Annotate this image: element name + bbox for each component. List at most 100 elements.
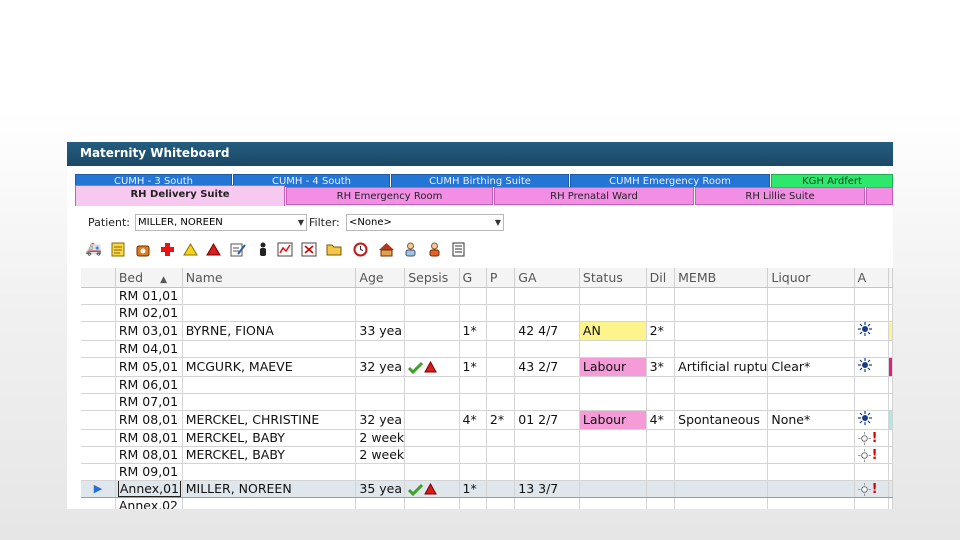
tab-cumh-birthing-suite[interactable]: CUMH Birthing Suite (391, 174, 569, 187)
cell-bed[interactable]: RM 08,01 (115, 446, 183, 464)
cell-age[interactable]: 33 yea (355, 321, 406, 341)
cell-name[interactable] (182, 463, 357, 481)
cell-p[interactable] (486, 463, 516, 481)
cell-bed[interactable]: RM 06,01 (115, 376, 183, 394)
cell-g[interactable] (459, 429, 487, 447)
cell-status[interactable] (579, 287, 647, 305)
cell-sepsis[interactable] (404, 357, 460, 377)
cell-name[interactable]: MERCKEL, CHRISTINE (182, 410, 357, 430)
cell-bed[interactable]: RM 08,01 (115, 410, 183, 430)
column-header-age[interactable]: Age (355, 268, 406, 288)
cell-liquor[interactable] (767, 340, 855, 358)
cell-bed[interactable]: RM 09,01 (115, 463, 183, 481)
cell-ga[interactable] (514, 376, 580, 394)
cell-name[interactable] (182, 376, 357, 394)
cell-bed[interactable]: RM 05,01 (115, 357, 183, 377)
cell-age[interactable] (355, 376, 406, 394)
note-icon[interactable] (109, 240, 127, 258)
cell-memb[interactable] (674, 304, 769, 322)
cell-name[interactable]: BYRNE, FIONA (182, 321, 357, 341)
cell-g[interactable]: 1* (459, 480, 487, 498)
table-row[interactable]: RM 02,01 (81, 304, 893, 322)
cell-age[interactable]: 35 yea (355, 480, 406, 498)
cell-sepsis[interactable] (404, 463, 460, 481)
cell-status[interactable] (579, 463, 647, 481)
cell-status[interactable] (579, 376, 647, 394)
column-header-bed[interactable]: Bed ▲ (115, 268, 183, 288)
cell-a[interactable] (854, 321, 889, 341)
cell-p[interactable]: 2* (486, 410, 516, 430)
cell-a[interactable] (854, 393, 889, 411)
cell-memb[interactable] (674, 497, 769, 509)
cell-sepsis[interactable] (404, 304, 460, 322)
cell-liquor[interactable] (767, 321, 855, 341)
cell-liquor[interactable] (767, 480, 855, 498)
cell-liquor[interactable] (767, 376, 855, 394)
cell-sepsis[interactable] (404, 480, 460, 498)
cell-name[interactable]: MERCKEL, BABY (182, 429, 357, 447)
cell-g[interactable] (459, 376, 487, 394)
cell-liquor[interactable] (767, 463, 855, 481)
cell-sepsis[interactable] (404, 376, 460, 394)
cell-age[interactable]: 32 yea (355, 357, 406, 377)
tab-cumh-emergency-room[interactable]: CUMH Emergency Room (570, 174, 770, 187)
tab-rh-emergency-room[interactable]: RH Emergency Room (286, 187, 493, 205)
cell-name[interactable] (182, 340, 357, 358)
column-header-sepsis[interactable]: Sepsis (404, 268, 460, 288)
cell-status[interactable]: Labour (579, 357, 647, 377)
cell-sepsis[interactable] (404, 446, 460, 464)
cell-p[interactable] (486, 497, 516, 509)
cell-sepsis[interactable] (404, 497, 460, 509)
cell-g[interactable] (459, 287, 487, 305)
cell-name[interactable] (182, 287, 357, 305)
cell-status[interactable] (579, 340, 647, 358)
tab-cumh-3-south[interactable]: CUMH - 3 South (75, 174, 232, 187)
patient-select[interactable]: MILLER, NOREEN ▼ (135, 214, 307, 231)
cell-status[interactable]: AN (579, 321, 647, 341)
cell-p[interactable] (486, 340, 516, 358)
cell-p[interactable] (486, 287, 516, 305)
column-header-memb[interactable]: MEMB (674, 268, 769, 288)
cell-name[interactable]: MERCKEL, BABY (182, 446, 357, 464)
table-row[interactable]: RM 01,01 (81, 287, 893, 305)
tab-kgh-ardfert[interactable]: KGH Ardfert (771, 174, 893, 187)
column-header-a[interactable]: A (854, 268, 889, 288)
cell-age[interactable] (355, 304, 406, 322)
cell-p[interactable] (486, 446, 516, 464)
tab-rh-prenatal-ward[interactable]: RH Prenatal Ward (494, 187, 694, 205)
cell-a[interactable] (854, 340, 889, 358)
cell-status[interactable] (579, 446, 647, 464)
cell-sepsis[interactable] (404, 393, 460, 411)
cell-sepsis[interactable] (404, 410, 460, 430)
cell-bed[interactable]: RM 08,01 (115, 429, 183, 447)
cell-g[interactable] (459, 446, 487, 464)
cell-dil[interactable] (646, 497, 676, 509)
nurse-icon[interactable] (401, 240, 419, 258)
cell-liquor[interactable] (767, 446, 855, 464)
cell-p[interactable] (486, 357, 516, 377)
table-row[interactable]: ▶ Annex,01 MILLER, NOREEN 35 yea 1* 13 3/7! (81, 480, 893, 498)
cell-bed[interactable]: Annex,02 (115, 497, 183, 509)
cell-name[interactable]: MCGURK, MAEVE (182, 357, 357, 377)
cell-memb[interactable] (674, 393, 769, 411)
baby-bag-icon[interactable] (134, 240, 152, 258)
cell-status[interactable] (579, 393, 647, 411)
cell-bed[interactable]: RM 04,01 (115, 340, 183, 358)
cell-a[interactable] (854, 463, 889, 481)
cell-p[interactable] (486, 393, 516, 411)
cell-p[interactable] (486, 429, 516, 447)
table-row[interactable]: RM 08,01 MERCKEL, CHRISTINE 32 yea 4* 2* 01 2… (81, 410, 893, 430)
cell-memb[interactable] (674, 321, 769, 341)
cell-status[interactable]: Labour (579, 410, 647, 430)
cell-g[interactable] (459, 340, 487, 358)
cell-liquor[interactable] (767, 497, 855, 509)
clock-icon[interactable] (351, 240, 369, 258)
cell-liquor[interactable]: Clear* (767, 357, 855, 377)
cell-status[interactable] (579, 497, 647, 509)
ambulance-icon[interactable]: 🚑 (85, 241, 103, 257)
table-row[interactable]: RM 08,01 MERCKEL, BABY 2 week! (81, 446, 893, 464)
yellow-triangle-icon[interactable] (181, 240, 199, 258)
cell-bed[interactable]: RM 03,01 (115, 321, 183, 341)
cell-g[interactable]: 1* (459, 357, 487, 377)
cell-sepsis[interactable] (404, 321, 460, 341)
